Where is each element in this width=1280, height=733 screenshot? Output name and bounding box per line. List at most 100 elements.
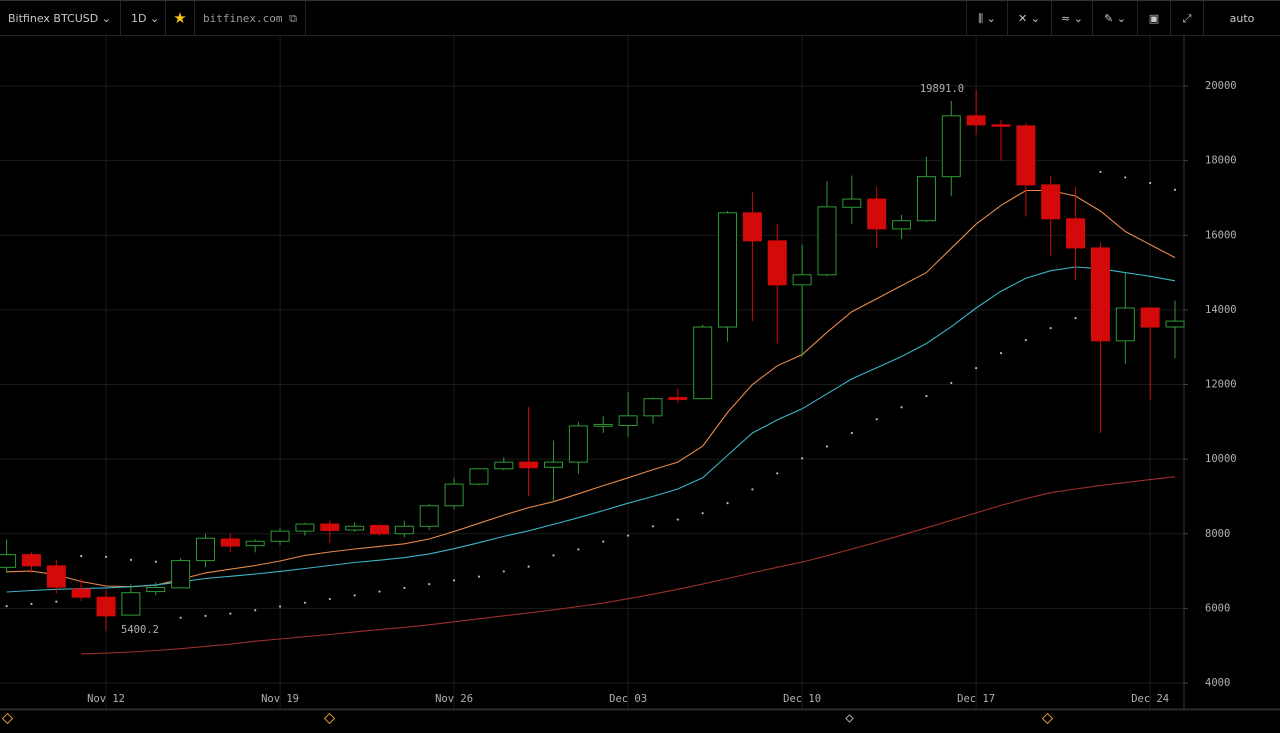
candle-body <box>320 523 340 531</box>
sar-dot <box>1099 170 1102 173</box>
sar-dot <box>179 616 182 619</box>
sar-dot <box>428 583 431 586</box>
site-link[interactable]: bitfinex.com ⧉ <box>195 1 306 36</box>
sar-dot <box>1024 338 1027 342</box>
toolbar: Bitfinex BTCUSD ⌄ 1D ⌄ ★ bitfinex.com ⧉ … <box>0 0 1280 36</box>
candle-body <box>593 423 613 427</box>
candle-body <box>469 468 489 485</box>
candle-body <box>370 525 389 535</box>
candle-body <box>1041 184 1061 220</box>
candle-body <box>345 525 365 531</box>
candle-body <box>991 124 1011 127</box>
sar-dot <box>776 472 779 475</box>
sar-dot <box>751 488 754 491</box>
candle-body <box>171 560 191 589</box>
candle-body <box>494 461 514 470</box>
candle-body <box>892 220 912 230</box>
sar-dot <box>55 600 58 603</box>
sar-dot <box>1049 327 1052 330</box>
candle-body <box>444 483 464 507</box>
candle-body <box>693 326 713 400</box>
candle-body <box>941 115 961 178</box>
sar-dot <box>303 601 307 604</box>
sar-dot <box>850 431 853 435</box>
sar-dot <box>229 612 232 615</box>
event-markers <box>1 712 1054 725</box>
sar-dot <box>577 548 580 551</box>
y-tick-label: 10000 <box>1205 453 1237 465</box>
sar-dot <box>950 381 953 385</box>
sar-dot <box>975 366 978 370</box>
candle-body <box>1016 125 1036 186</box>
candle-body <box>220 538 240 547</box>
sar-dot <box>403 586 406 589</box>
sar-dot <box>129 558 132 561</box>
sar-dot <box>801 457 804 460</box>
sar-dot <box>825 445 829 448</box>
scale-button[interactable]: auto <box>1204 1 1280 36</box>
candle-body <box>21 554 41 567</box>
compare-button[interactable]: ≈ ⌄ <box>1052 1 1093 36</box>
x-tick-label: Dec 17 <box>957 693 995 705</box>
candle-body <box>295 523 315 532</box>
y-tick-label: 18000 <box>1205 155 1237 167</box>
sar-dot <box>900 406 903 409</box>
sar-dot <box>30 602 33 605</box>
sar-dot <box>353 594 356 597</box>
draw-button[interactable]: ✎ ⌄ <box>1093 1 1138 36</box>
candle-body <box>742 212 762 242</box>
candle-body <box>146 586 166 593</box>
sar-dot <box>154 560 157 563</box>
candle-body <box>767 240 787 286</box>
low-label: 5400.2 <box>121 624 159 636</box>
candle-body <box>519 461 539 469</box>
sar-dot <box>1173 188 1177 191</box>
x-tick-label: Nov 12 <box>87 693 125 705</box>
candle-body <box>1090 247 1110 342</box>
sar-dot <box>999 352 1003 355</box>
candle-body <box>718 212 738 328</box>
interval-button[interactable]: 1D ⌄ <box>121 1 166 36</box>
candle-body <box>568 425 588 463</box>
candle-body <box>1140 307 1160 328</box>
fullscreen-button[interactable]: ⤢ <box>1171 1 1204 36</box>
snapshot-button[interactable]: ▣ <box>1138 1 1171 36</box>
candle-body <box>394 525 414 535</box>
candle-body <box>121 592 141 616</box>
sar-dot <box>502 570 505 573</box>
sar-dot <box>104 555 108 558</box>
chart: 4000 6000 8000 10000 12000 14000 16000 18000 200… <box>0 36 1280 725</box>
chart-type-button[interactable]: ⫼ ⌄ <box>966 1 1008 36</box>
symbol-button[interactable]: Bitfinex BTCUSD ⌄ <box>0 1 121 36</box>
scale: auto <box>1229 12 1255 25</box>
sar-dot <box>726 502 729 505</box>
overlay-line <box>6 189 1176 588</box>
event-marker[interactable] <box>1 712 14 725</box>
candle-body <box>1165 320 1185 328</box>
candle-body <box>618 415 638 427</box>
symbol: Bitfinex BTCUSD <box>8 12 99 25</box>
sar-dot <box>278 605 282 608</box>
sar-dot <box>875 418 878 421</box>
y-tick-label: 20000 <box>1205 80 1237 92</box>
indicators-button[interactable]: ✕ ⌄ <box>1007 1 1052 36</box>
candle-body <box>96 596 116 617</box>
candle-body <box>966 115 986 126</box>
candle-body <box>643 398 663 417</box>
sar-dot <box>602 540 605 543</box>
candle-body <box>71 588 91 598</box>
candle-body <box>1066 218 1086 249</box>
event-marker[interactable] <box>323 712 336 725</box>
favorite-star[interactable]: ★ <box>166 1 195 36</box>
high-label: 19891.0 <box>920 83 964 95</box>
candle-body <box>817 206 837 276</box>
sar-dot <box>627 534 630 537</box>
event-marker[interactable] <box>845 714 854 723</box>
sar-dot <box>527 565 530 568</box>
event-marker[interactable] <box>1041 712 1054 725</box>
x-tick-label: Dec 10 <box>783 693 821 705</box>
sar-dot <box>1149 181 1152 185</box>
site: bitfinex.com <box>203 12 283 25</box>
sar-dot <box>328 597 331 601</box>
candle-body <box>867 198 887 230</box>
